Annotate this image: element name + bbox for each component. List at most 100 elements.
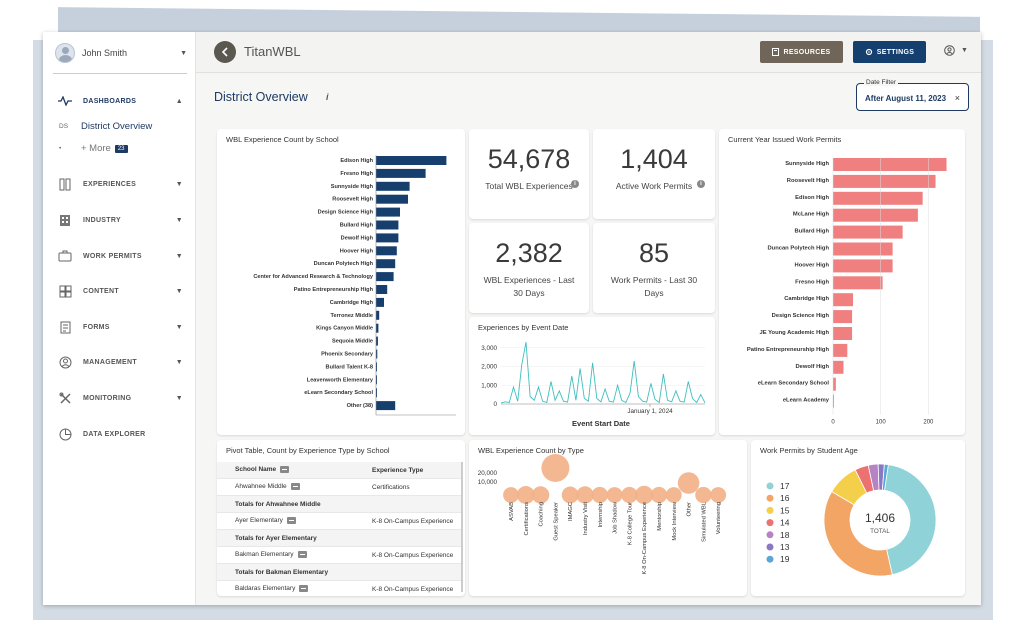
tick-label: Bullard High — [795, 229, 830, 235]
nav-forms[interactable]: FORMS ▼ — [58, 319, 183, 335]
account-icon — [944, 45, 955, 56]
back-button[interactable] — [214, 41, 236, 63]
tick-label: Terronez Middle — [331, 313, 373, 319]
tick-label: Roosevelt High — [332, 197, 373, 203]
bubble — [591, 486, 608, 504]
nav-dashboards[interactable]: DASHBOARDS ▲ — [58, 93, 183, 109]
bar — [376, 259, 396, 269]
center-value: 1,406 — [865, 511, 895, 525]
experiences-icon — [58, 177, 72, 191]
legend-label: 17 — [780, 481, 790, 491]
bar — [833, 242, 893, 256]
tick-label: Phoenix Secondary — [321, 352, 374, 358]
legend-swatch — [766, 506, 774, 514]
account-menu[interactable]: ▼ — [944, 45, 968, 56]
permits-by-age-card: Work Permits by Student Age 1,406 TOTAL 17… — [751, 440, 965, 596]
tick-label: eLearn Secondary School — [304, 390, 373, 396]
nav-label: DASHBOARDS — [83, 97, 137, 105]
card-title: Work Permits by Student Age — [760, 446, 858, 455]
bar — [833, 259, 893, 273]
col-header-type[interactable]: Experience Type — [372, 466, 424, 474]
card-title: Experiences by Event Date — [478, 323, 569, 332]
table-row: Ahwahnee Middle Certifications — [217, 479, 463, 496]
sub-label: + More — [81, 143, 111, 154]
tick-label: McLane High — [793, 212, 830, 218]
tick-label: ASVAB — [509, 502, 515, 521]
date-filter[interactable]: Date Filter After August 11, 2023 × — [856, 79, 969, 111]
bullet: • — [59, 145, 62, 152]
nav-label: MONITORING — [83, 394, 132, 402]
nav-work-permits[interactable]: WORK PERMITS ▼ — [58, 248, 183, 264]
nav-data-explorer[interactable]: DATA EXPLORER — [58, 426, 183, 442]
collapse-icon[interactable] — [280, 466, 290, 474]
book-icon — [772, 48, 780, 56]
info-icon[interactable]: i — [571, 180, 579, 188]
nav-experiences[interactable]: EXPERIENCES ▼ — [58, 176, 183, 192]
wbl-by-school-chart: Edison High Fresno High Sunnyside High Roos… — [253, 155, 456, 416]
tick-label: 2,000 — [481, 364, 497, 371]
divider — [53, 73, 187, 74]
kpi-value: 2,382 — [495, 238, 563, 268]
bar — [833, 327, 853, 340]
nav-content[interactable]: CONTENT ▼ — [58, 283, 183, 299]
kpi-total-wbl: 54,678 Total WBL Experiences i — [469, 129, 589, 219]
bubble — [621, 486, 638, 504]
tick-label: Sunnyside High — [331, 184, 374, 190]
legend-label: 19 — [780, 554, 790, 564]
nav-management[interactable]: MANAGEMENT ▼ — [58, 354, 183, 370]
bar — [833, 158, 947, 171]
tick-label: 20,000 — [478, 470, 498, 477]
settings-button[interactable]: SETTINGS — [853, 41, 926, 63]
caret-down-icon: ▼ — [175, 252, 183, 260]
bar — [376, 233, 399, 243]
avatar — [55, 43, 75, 63]
nav-monitoring[interactable]: MONITORING ▼ — [58, 390, 183, 406]
card-title: WBL Experience Count by School — [226, 135, 339, 144]
user-menu[interactable]: John Smith ▼ — [55, 42, 187, 64]
tick-label: K-8 On-Campus Experience — [642, 502, 648, 575]
cell-text: Ayer Elementary — [235, 517, 283, 525]
sidebar-item-more[interactable]: • + More 23 — [59, 143, 128, 154]
bubble — [650, 486, 668, 504]
tick-label: Fresno High — [795, 279, 829, 285]
collapse-icon[interactable] — [290, 483, 300, 491]
pie-slice — [884, 464, 937, 576]
collapse-icon[interactable] — [299, 585, 309, 593]
nav-label: INDUSTRY — [83, 216, 121, 224]
nav-industry[interactable]: INDUSTRY ▼ — [58, 212, 183, 228]
table-row: Totals for Ahwahnee Middle — [217, 496, 463, 513]
col-header-school[interactable]: School Name — [235, 466, 290, 474]
bubble — [541, 454, 570, 482]
collapse-icon[interactable] — [297, 551, 307, 559]
info-icon[interactable]: i — [326, 92, 329, 102]
sidebar-item-district-overview[interactable]: DS District Overview — [59, 121, 152, 132]
legend-label: 15 — [780, 505, 790, 515]
tick-label: K-8 College Tour — [627, 502, 633, 545]
clear-filter-icon[interactable]: × — [954, 93, 960, 103]
tick-label: IMAGC — [568, 502, 574, 521]
cell-school: Bakman Elementary — [235, 551, 307, 559]
tick-label: Patino Entrepreneurship High — [294, 287, 374, 293]
bar — [376, 168, 426, 178]
top-bar: TitanWBL RESOURCES SETTINGS ▼ — [196, 32, 981, 73]
bubble — [576, 486, 594, 504]
table-row: Totals for Bakman Elementary — [217, 564, 463, 581]
resources-button[interactable]: RESOURCES — [760, 41, 843, 63]
info-icon[interactable]: i — [697, 180, 705, 188]
bar — [833, 276, 883, 290]
cell-text: Totals for Ayer Elementary — [235, 534, 317, 542]
scrollbar[interactable] — [461, 462, 463, 592]
bar — [376, 181, 410, 191]
caret-down-icon: ▼ — [175, 216, 183, 224]
legend-label: 16 — [780, 493, 790, 503]
tick-label: Hoover High — [795, 262, 830, 268]
table-row: Bakman Elementary K-8 On-Campus Experienc… — [217, 547, 463, 564]
tick-label: Dewolf High — [796, 364, 830, 370]
tick-label: Kings Canyon Middle — [316, 326, 373, 332]
legend-label: 13 — [780, 542, 790, 552]
sub-label: District Overview — [81, 121, 153, 132]
collapse-icon[interactable] — [286, 517, 296, 525]
tick-label: Center for Advanced Research & Technolog… — [253, 274, 374, 280]
pivot-header: School Name Experience Type — [217, 462, 463, 479]
table-row: Ayer Elementary K-8 On-Campus Experience — [217, 513, 463, 530]
